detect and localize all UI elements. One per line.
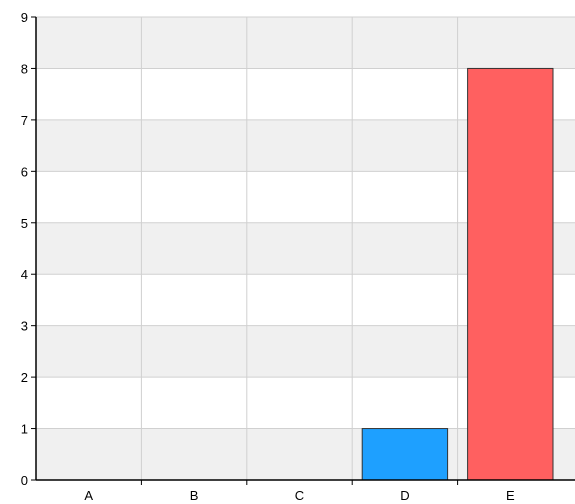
x-tick-label: E	[506, 488, 515, 503]
bar-D	[361, 428, 449, 481]
y-tick-label: 3	[21, 319, 28, 334]
x-tick-label: C	[295, 488, 304, 503]
y-tick-label: 1	[21, 422, 28, 437]
y-tick-label: 9	[21, 10, 28, 25]
x-axis-ticks: A B C D E	[84, 480, 515, 503]
vertical-gridlines	[140, 17, 459, 480]
y-tick-label: 5	[21, 216, 28, 231]
y-axis-ticks: 0 1 2 3 4 5 6 7 8 9	[21, 10, 36, 488]
x-tick-label: B	[190, 488, 199, 503]
x-tick-label: A	[84, 488, 93, 503]
bar-E	[467, 67, 554, 481]
y-tick-label: 6	[21, 164, 28, 179]
axes	[35, 17, 575, 481]
y-tick-label: 0	[21, 473, 28, 488]
y-tick-label: 4	[21, 267, 28, 282]
bars	[361, 67, 554, 481]
y-tick-label: 2	[21, 370, 28, 385]
y-tick-label: 7	[21, 113, 28, 128]
plot-band	[36, 17, 575, 69]
y-tick-label: 8	[21, 61, 28, 76]
x-tick-label: D	[400, 488, 409, 503]
